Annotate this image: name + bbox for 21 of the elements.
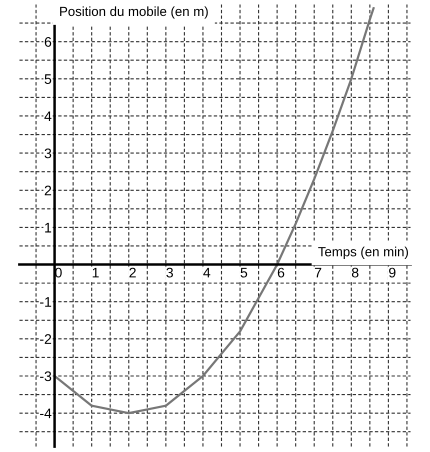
x-tick-label: 8 (352, 268, 358, 278)
y-tick-label: 5 (44, 74, 52, 84)
x-tick-label: 9 (389, 268, 396, 278)
x-tick-label: 6 (278, 268, 284, 278)
y-tick-label: -2 (40, 334, 52, 344)
y-axis-title: Position du mobile (en m) (60, 6, 208, 19)
x-tick-label: 5 (240, 268, 248, 278)
y-tick-label: -4 (40, 408, 52, 418)
x-tick-label: 2 (129, 268, 136, 278)
y-tick-label: 4 (44, 111, 52, 121)
x-axis-title: Temps (en min) (318, 246, 408, 259)
x-tick-label: 7 (314, 268, 322, 278)
y-tick-label: 3 (44, 148, 52, 158)
x-tick-label: 3 (166, 268, 173, 278)
y-tick-label: -3 (40, 371, 52, 382)
x-tick-label: 1 (92, 268, 99, 278)
y-tick-label: 6 (44, 37, 52, 47)
y-tick-label: 1 (45, 222, 52, 232)
x-tick-label: 4 (203, 268, 210, 278)
y-tick-label: -1 (40, 297, 52, 307)
y-tick-label: 2 (44, 186, 52, 196)
